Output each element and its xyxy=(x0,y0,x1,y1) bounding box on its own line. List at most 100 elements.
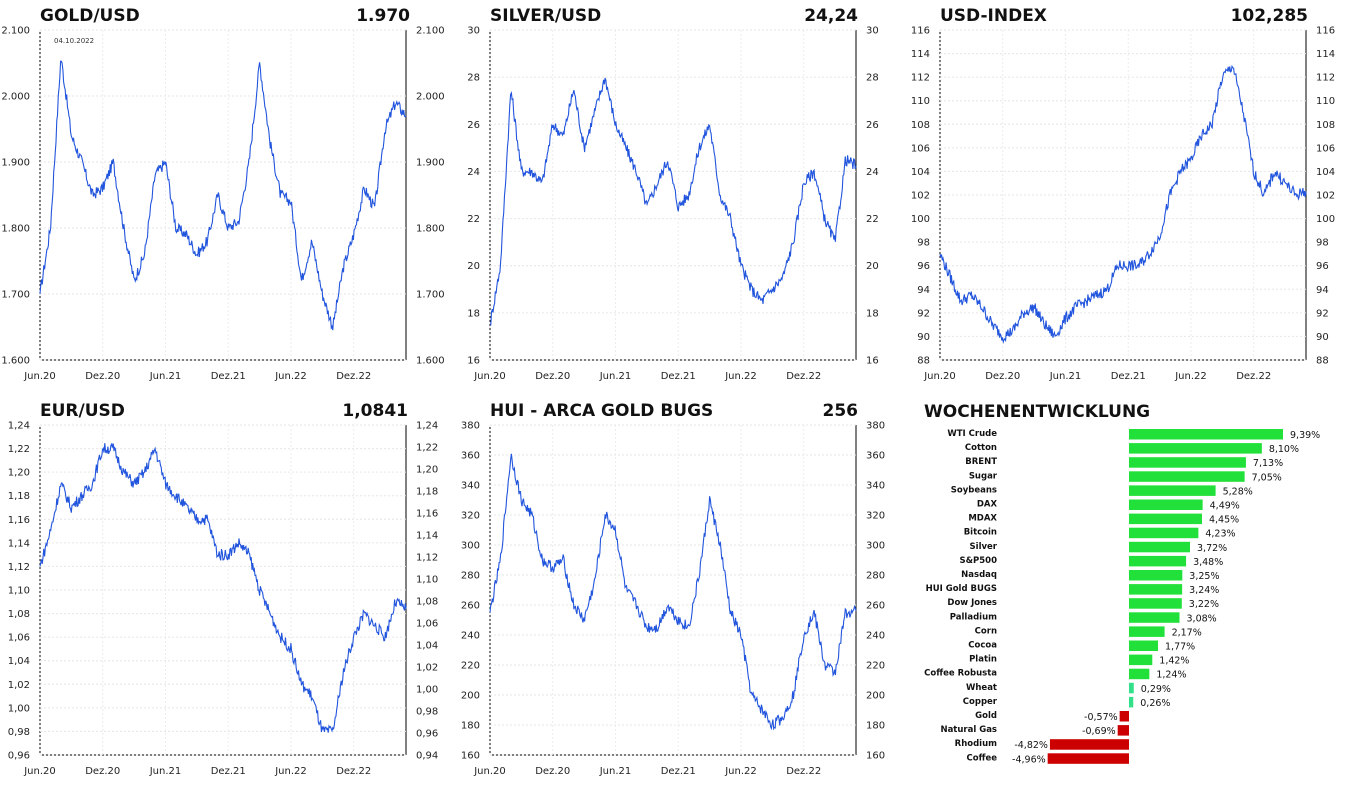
y-tick-label-left: 1,24 xyxy=(8,421,30,432)
y-tick-label-left: 1.700 xyxy=(1,290,30,301)
y-tick-label-left: 114 xyxy=(911,49,930,60)
eurusd-chart-title: EUR/USD xyxy=(40,401,125,421)
y-tick-label-left: 1,12 xyxy=(8,562,30,573)
x-tick-label: Dez.21 xyxy=(1111,371,1146,382)
x-tick-label: Jun.21 xyxy=(599,371,632,382)
weekly-value-label: 7,13% xyxy=(1253,458,1283,469)
eurusd-last-value: 1,0841 xyxy=(342,401,408,421)
y-tick-label-left: 1.900 xyxy=(1,158,30,169)
weekly-bar xyxy=(1129,457,1246,468)
y-tick-label-left: 16 xyxy=(467,356,480,367)
y-tick-label-right: 0,96 xyxy=(416,729,438,740)
weekly-row: Dow Jones 3,22% xyxy=(947,598,1219,610)
weekly-bar xyxy=(1129,555,1187,567)
x-tick-label: Jun.21 xyxy=(1049,371,1082,382)
usdindex-chart: 88 90 92 94 96 98 100 102 104 106 108 110 112 114 116 8… xyxy=(911,26,1335,383)
weekly-bar xyxy=(1119,711,1129,722)
y-tick-label-right: 340 xyxy=(866,481,885,492)
weekly-bar-chart: WTI Crude 9,39% Cotton 8,10% BRENT 7,13% Sugar… xyxy=(924,429,1320,765)
weekly-chart-title: WOCHENENTWICKLUNG xyxy=(924,402,1151,422)
weekly-row: Natural Gas -0,69% xyxy=(940,725,1129,737)
y-tick-label-left: 260 xyxy=(461,601,480,612)
x-tick-label: Jun.20 xyxy=(23,766,56,777)
weekly-row: Bitcoin 4,23% xyxy=(964,527,1236,540)
y-tick-label-left: 1,08 xyxy=(8,609,30,620)
silver-last-value: 24,24 xyxy=(804,6,858,26)
weekly-row: Rhodium -4,82% xyxy=(955,739,1129,751)
y-tick-label-right: 0,98 xyxy=(416,707,438,718)
y-tick-label-left: 90 xyxy=(917,332,930,343)
y-tick-label-left: 360 xyxy=(461,451,480,462)
y-tick-label-right: 1.800 xyxy=(416,224,445,235)
y-tick-label-left: 1.800 xyxy=(1,224,30,235)
weekly-bar xyxy=(1129,471,1245,482)
weekly-row: Gold -0,57% xyxy=(975,711,1129,723)
y-tick-label-left: 1,18 xyxy=(8,491,30,502)
y-tick-label-right: 20 xyxy=(866,261,879,272)
y-tick-label-left: 116 xyxy=(911,26,930,37)
weekly-value-label: -0,57% xyxy=(1084,712,1118,723)
weekly-value-label: 1,77% xyxy=(1165,642,1195,653)
y-tick-label-right: 100 xyxy=(1316,214,1335,225)
y-tick-label-right: 1.600 xyxy=(416,356,445,367)
y-tick-label-right: 18 xyxy=(866,308,879,319)
y-tick-label-left: 1,04 xyxy=(8,656,30,667)
y-tick-label-left: 112 xyxy=(911,73,930,84)
y-tick-label-right: 1,06 xyxy=(416,619,438,630)
weekly-value-label: 7,05% xyxy=(1252,472,1282,483)
y-tick-label-right: 2.000 xyxy=(416,92,445,103)
x-tick-label: Jun.21 xyxy=(149,766,182,777)
weekly-value-label: -4,96% xyxy=(1012,754,1046,765)
weekly-row: HUI Gold BUGS 3,24% xyxy=(926,584,1219,596)
weekly-value-label: 1,42% xyxy=(1159,656,1189,667)
weekly-row: Cotton 8,10% xyxy=(965,443,1299,455)
x-tick-label: Jun.22 xyxy=(274,371,307,382)
gold-chart-panel: GOLD/USD 1.970 1.600 1.700 1.800 1.900 2.000… xyxy=(0,0,450,390)
y-tick-label-left: 340 xyxy=(461,481,480,492)
weekly-bar xyxy=(1129,598,1182,609)
y-tick-label-left: 98 xyxy=(917,238,930,249)
y-tick-label-right: 30 xyxy=(866,26,879,37)
x-tick-label: Dez.21 xyxy=(661,371,696,382)
y-tick-label-left: 30 xyxy=(467,26,480,37)
y-tick-label-left: 24 xyxy=(467,167,480,178)
x-tick-label: Jun.22 xyxy=(1174,371,1207,382)
y-tick-label-left: 22 xyxy=(467,214,480,225)
y-tick-label-right: 16 xyxy=(866,356,879,367)
y-tick-label-right: 26 xyxy=(866,120,879,131)
y-tick-label-left: 28 xyxy=(467,73,480,84)
y-tick-label-left: 1,06 xyxy=(8,633,30,644)
y-tick-label-right: 90 xyxy=(1316,332,1329,343)
y-tick-label-right: 22 xyxy=(866,214,879,225)
x-tick-label: Jun.20 xyxy=(473,371,506,382)
x-tick-label: Dez.20 xyxy=(535,766,570,777)
category-label: Dow Jones xyxy=(947,598,997,608)
axes xyxy=(489,30,857,361)
y-tick-label-right: 320 xyxy=(866,511,885,522)
category-label: Nasdaq xyxy=(961,570,997,580)
weekly-bar xyxy=(1129,626,1165,637)
category-label: Coffee Robusta xyxy=(924,669,997,679)
weekly-row: MDAX 4,45% xyxy=(968,513,1239,526)
axes xyxy=(939,30,1307,361)
y-tick-label-right: 102 xyxy=(1316,191,1335,202)
weekly-row: DAX 4,49% xyxy=(977,499,1240,512)
y-tick-label-right: 360 xyxy=(866,451,885,462)
weekly-row: WTI Crude 9,39% xyxy=(947,429,1320,441)
weekly-row: Copper 0,26% xyxy=(963,696,1170,709)
y-tick-label-left: 240 xyxy=(461,631,480,642)
y-tick-label-right: 106 xyxy=(1316,143,1335,154)
y-tick-label-right: 92 xyxy=(1316,308,1329,319)
silver-chart-title: SILVER/USD xyxy=(490,6,602,26)
x-tick-label: Dez.20 xyxy=(85,371,120,382)
y-tick-label-left: 220 xyxy=(461,661,480,672)
weekly-row: Palladium 3,08% xyxy=(950,612,1217,624)
weekly-row: S&P500 3,48% xyxy=(959,555,1223,568)
y-tick-label-left: 2.100 xyxy=(1,26,30,37)
weekly-value-label: 3,22% xyxy=(1189,599,1219,610)
y-tick-label-left: 0,98 xyxy=(8,727,30,738)
y-tick-label-left: 20 xyxy=(467,261,480,272)
y-tick-label-left: 380 xyxy=(461,421,480,432)
y-tick-label-right: 220 xyxy=(866,661,885,672)
y-tick-label-right: 160 xyxy=(866,751,885,762)
